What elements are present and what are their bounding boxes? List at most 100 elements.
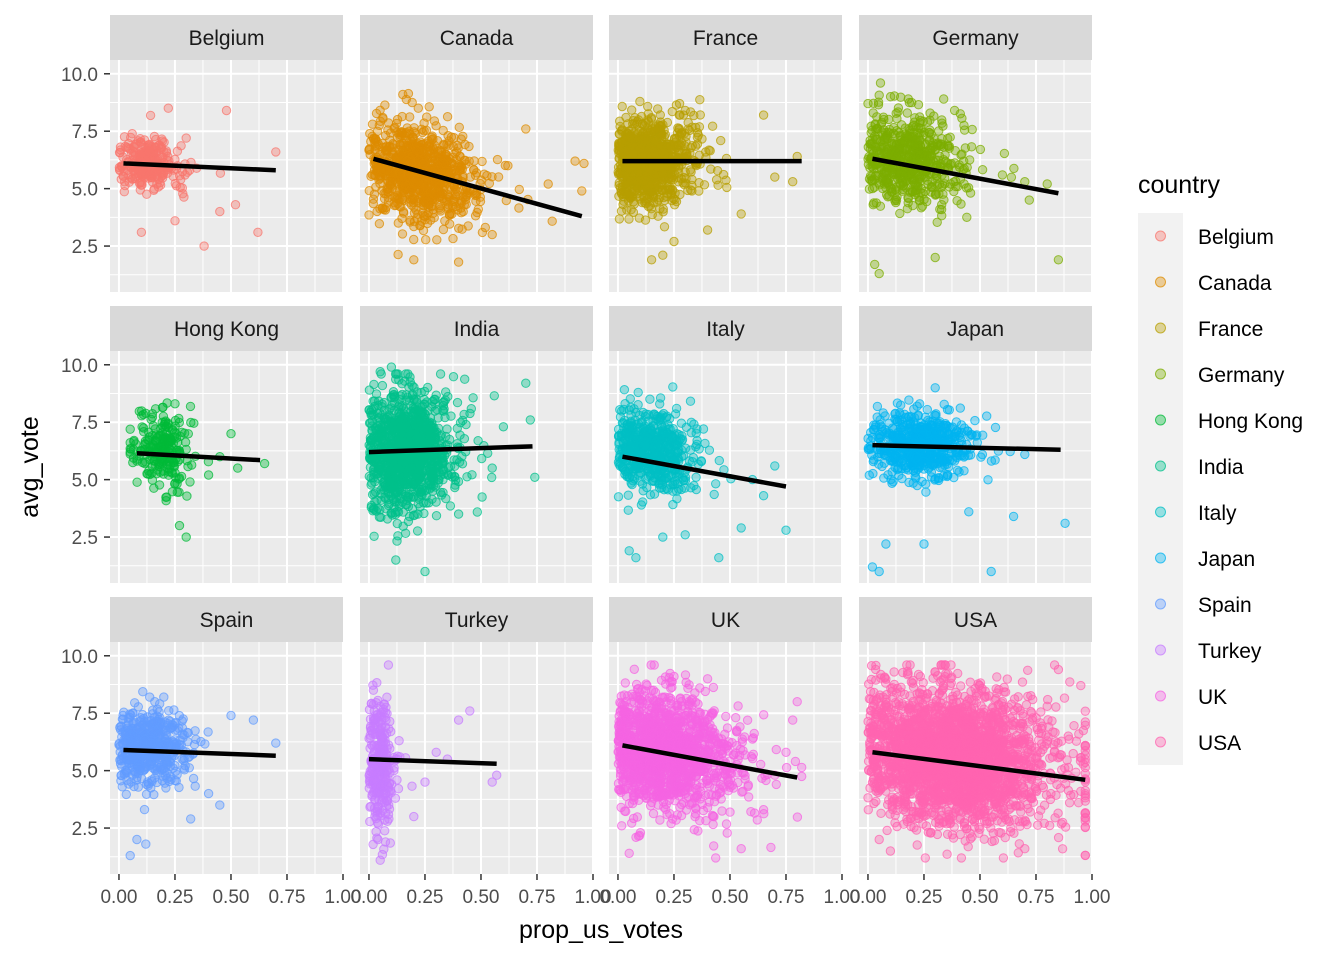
data-point [395,132,405,142]
facet-germany: Germany [859,15,1093,292]
data-point [668,424,678,434]
data-point [950,158,960,168]
data-point [450,184,460,195]
facet-strip-label: Belgium [189,27,265,50]
data-point [169,460,179,471]
data-point [182,491,192,501]
data-point [427,201,437,212]
data-point [935,204,945,215]
data-point [668,499,678,510]
data-point [653,442,663,452]
data-point [422,112,432,122]
data-point [463,221,473,231]
data-point [674,484,684,494]
data-point [493,172,504,182]
data-point [626,478,636,488]
data-point [874,268,884,279]
data-point [419,508,429,519]
data-point [882,134,892,144]
data-point [872,123,883,134]
data-point [137,422,147,432]
data-point [625,394,635,404]
data-point [369,489,379,499]
data-point [653,104,663,114]
data-point [614,148,624,158]
data-point [650,465,660,475]
data-point [514,184,524,195]
data-point [409,255,419,265]
data-point [690,141,701,151]
data-point [443,470,453,480]
data-point [125,424,135,434]
data-point [428,158,438,169]
facet-italy: Italy [609,306,843,583]
data-point [405,377,415,387]
data-point [402,142,413,153]
data-point [662,117,673,128]
data-point [711,479,721,489]
data-point [152,179,162,189]
data-point [1053,255,1064,265]
data-point [639,424,649,434]
data-point [477,453,487,464]
data-point [868,134,878,144]
data-point [385,423,396,433]
data-point [426,215,436,225]
data-point [655,399,665,409]
data-point [199,241,209,251]
data-point [926,187,936,197]
data-point [904,395,914,405]
facet-strip [110,15,343,60]
data-point [405,194,415,204]
data-point [389,415,400,425]
data-point [707,121,718,131]
facet-strip-label: Canada [440,27,514,50]
data-point [667,432,678,443]
data-point [259,458,270,469]
data-point [487,472,497,483]
data-point [133,136,144,146]
data-point [181,133,191,143]
data-point [181,532,191,542]
data-point [375,116,385,127]
data-point [716,135,726,146]
data-point [658,169,668,179]
data-point [369,531,379,541]
data-point [704,145,714,155]
data-point [137,406,147,416]
facet-canada: Canada [360,15,594,292]
data-point [624,464,634,474]
data-point [392,536,402,546]
data-point [444,434,455,445]
data-point [770,172,780,182]
data-point [431,511,442,521]
data-point [398,207,409,217]
data-point [143,469,153,479]
data-point [369,379,379,390]
data-point [375,367,385,377]
data-point [480,222,490,233]
data-point [680,128,690,138]
data-point [577,186,587,196]
data-point [453,257,464,267]
data-point [395,461,405,471]
data-point [391,555,401,565]
data-point [788,177,798,187]
data-point [122,142,132,153]
data-point [417,438,427,448]
data-point [162,492,172,502]
data-point [170,399,180,409]
data-point [373,503,383,513]
data-point [170,478,180,488]
data-point [445,168,456,179]
data-point [695,95,705,105]
data-point [386,403,396,413]
data-point [233,463,243,473]
data-point [645,165,655,175]
data-point [163,103,174,113]
data-point [176,141,186,151]
data-point [709,489,719,500]
data-point [380,100,390,110]
data-point [547,216,557,226]
data-point [215,206,225,217]
